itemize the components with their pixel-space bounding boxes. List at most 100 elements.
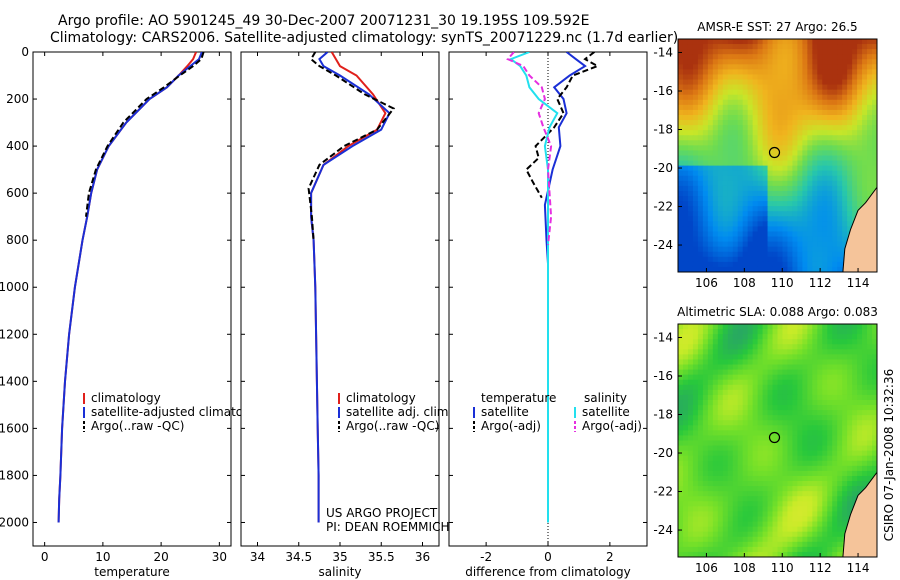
heatmap-cell xyxy=(687,180,694,187)
heatmap-cell xyxy=(702,201,709,207)
heatmap-cell xyxy=(752,450,759,457)
heatmap-cell xyxy=(737,339,744,345)
heatmap-cell xyxy=(787,145,794,152)
heatmap-cell xyxy=(817,460,823,467)
heatmap-cell xyxy=(752,435,759,442)
heatmap-cell xyxy=(862,104,868,111)
heatmap-cell xyxy=(692,455,699,462)
heatmap-cell xyxy=(792,221,798,228)
heatmap-cell xyxy=(802,486,808,492)
heatmap-cell xyxy=(757,216,764,222)
heatmap-cell xyxy=(727,261,734,268)
heatmap-cell xyxy=(702,135,709,141)
heatmap-cell xyxy=(742,435,749,442)
heatmap-cell xyxy=(787,180,794,187)
heatmap-cell xyxy=(747,334,754,340)
heatmap-cell xyxy=(812,399,818,406)
heatmap-cell xyxy=(847,496,853,502)
heatmap-cell xyxy=(762,405,769,411)
heatmap-cell xyxy=(842,501,848,507)
heatmap-cell xyxy=(757,39,764,45)
heatmap-cell xyxy=(842,384,848,391)
heatmap-cell xyxy=(852,201,858,207)
heatmap-cell xyxy=(867,394,873,401)
heatmap-cell xyxy=(812,125,818,131)
heatmap-cell xyxy=(732,49,739,55)
heatmap-cell xyxy=(742,125,749,131)
heatmap-cell xyxy=(692,69,699,76)
heatmap-cell xyxy=(747,369,754,376)
heatmap-cell xyxy=(772,415,779,421)
x-tick-label: 110 xyxy=(771,276,794,290)
heatmap-cell xyxy=(867,349,873,355)
heatmap-cell xyxy=(757,170,764,177)
heatmap-cell xyxy=(807,64,813,70)
heatmap-cell xyxy=(687,160,694,167)
heatmap-cell xyxy=(767,125,774,131)
heatmap-cell xyxy=(807,470,813,477)
heatmap-cell xyxy=(722,266,729,272)
heatmap-cell xyxy=(862,39,868,45)
heatmap-cell xyxy=(742,221,749,228)
heatmap-cell xyxy=(817,69,823,76)
heatmap-cell xyxy=(757,266,764,272)
heatmap-cell xyxy=(852,354,858,361)
heatmap-cell xyxy=(792,206,798,212)
heatmap-cell xyxy=(712,145,719,152)
heatmap-cell xyxy=(807,486,813,492)
heatmap-cell xyxy=(757,185,764,192)
heatmap-cell xyxy=(777,516,784,523)
heatmap-cell xyxy=(772,334,779,340)
heatmap-cell xyxy=(692,251,699,258)
heatmap-cell xyxy=(737,155,744,162)
heatmap-cell xyxy=(678,201,684,207)
heatmap-cell xyxy=(862,160,868,167)
heatmap-cell xyxy=(867,475,873,482)
heatmap-cell xyxy=(697,354,704,361)
heatmap-cell xyxy=(842,59,848,65)
heatmap-cell xyxy=(707,465,714,472)
heatmap-cell xyxy=(678,435,684,442)
heatmap-cell xyxy=(678,251,684,258)
heatmap-cell xyxy=(682,536,689,543)
heatmap-cell xyxy=(772,486,779,492)
heatmap-cell xyxy=(702,74,709,81)
heatmap-cell xyxy=(782,475,789,482)
heatmap-cell xyxy=(862,334,868,340)
heatmap-cell xyxy=(717,389,724,396)
heatmap-cell xyxy=(842,114,848,121)
heatmap-cell xyxy=(832,256,838,263)
heatmap-cell xyxy=(712,415,719,421)
heatmap-cell xyxy=(712,531,719,538)
heatmap-cell xyxy=(692,165,699,172)
sla_map-title: Altimetric SLA: 0.088 Argo: 0.083 xyxy=(677,305,878,319)
heatmap-cell xyxy=(857,425,863,431)
heatmap-cell xyxy=(872,364,877,371)
heatmap-cell xyxy=(687,455,694,462)
heatmap-cell xyxy=(772,236,779,243)
credit-pi: PI: DEAN ROEMMICH xyxy=(326,520,449,534)
heatmap-cell xyxy=(722,369,729,376)
series-line-satellite xyxy=(57,52,203,523)
heatmap-cell xyxy=(727,344,734,350)
heatmap-cell xyxy=(842,206,848,212)
heatmap-cell xyxy=(802,150,808,157)
heatmap-cell xyxy=(707,130,714,136)
heatmap-cell xyxy=(762,364,769,371)
heatmap-cell xyxy=(812,94,818,101)
heatmap-cell xyxy=(772,180,779,187)
heatmap-cell xyxy=(682,379,689,386)
credit-project: US ARGO PROJECT xyxy=(326,506,438,520)
heatmap-cell xyxy=(752,266,759,272)
heatmap-cell xyxy=(727,506,734,513)
sst_map-title: AMSR-E SST: 27 Argo: 26.5 xyxy=(697,20,857,34)
heatmap-cell xyxy=(767,354,774,361)
heatmap-cell xyxy=(752,251,759,258)
heatmap-cell xyxy=(682,506,689,513)
heatmap-cell xyxy=(702,241,709,248)
heatmap-cell xyxy=(817,516,823,523)
heatmap-cell xyxy=(692,379,699,386)
heatmap-cell xyxy=(792,369,798,376)
heatmap-cell xyxy=(717,506,724,513)
heatmap-cell xyxy=(837,145,843,152)
